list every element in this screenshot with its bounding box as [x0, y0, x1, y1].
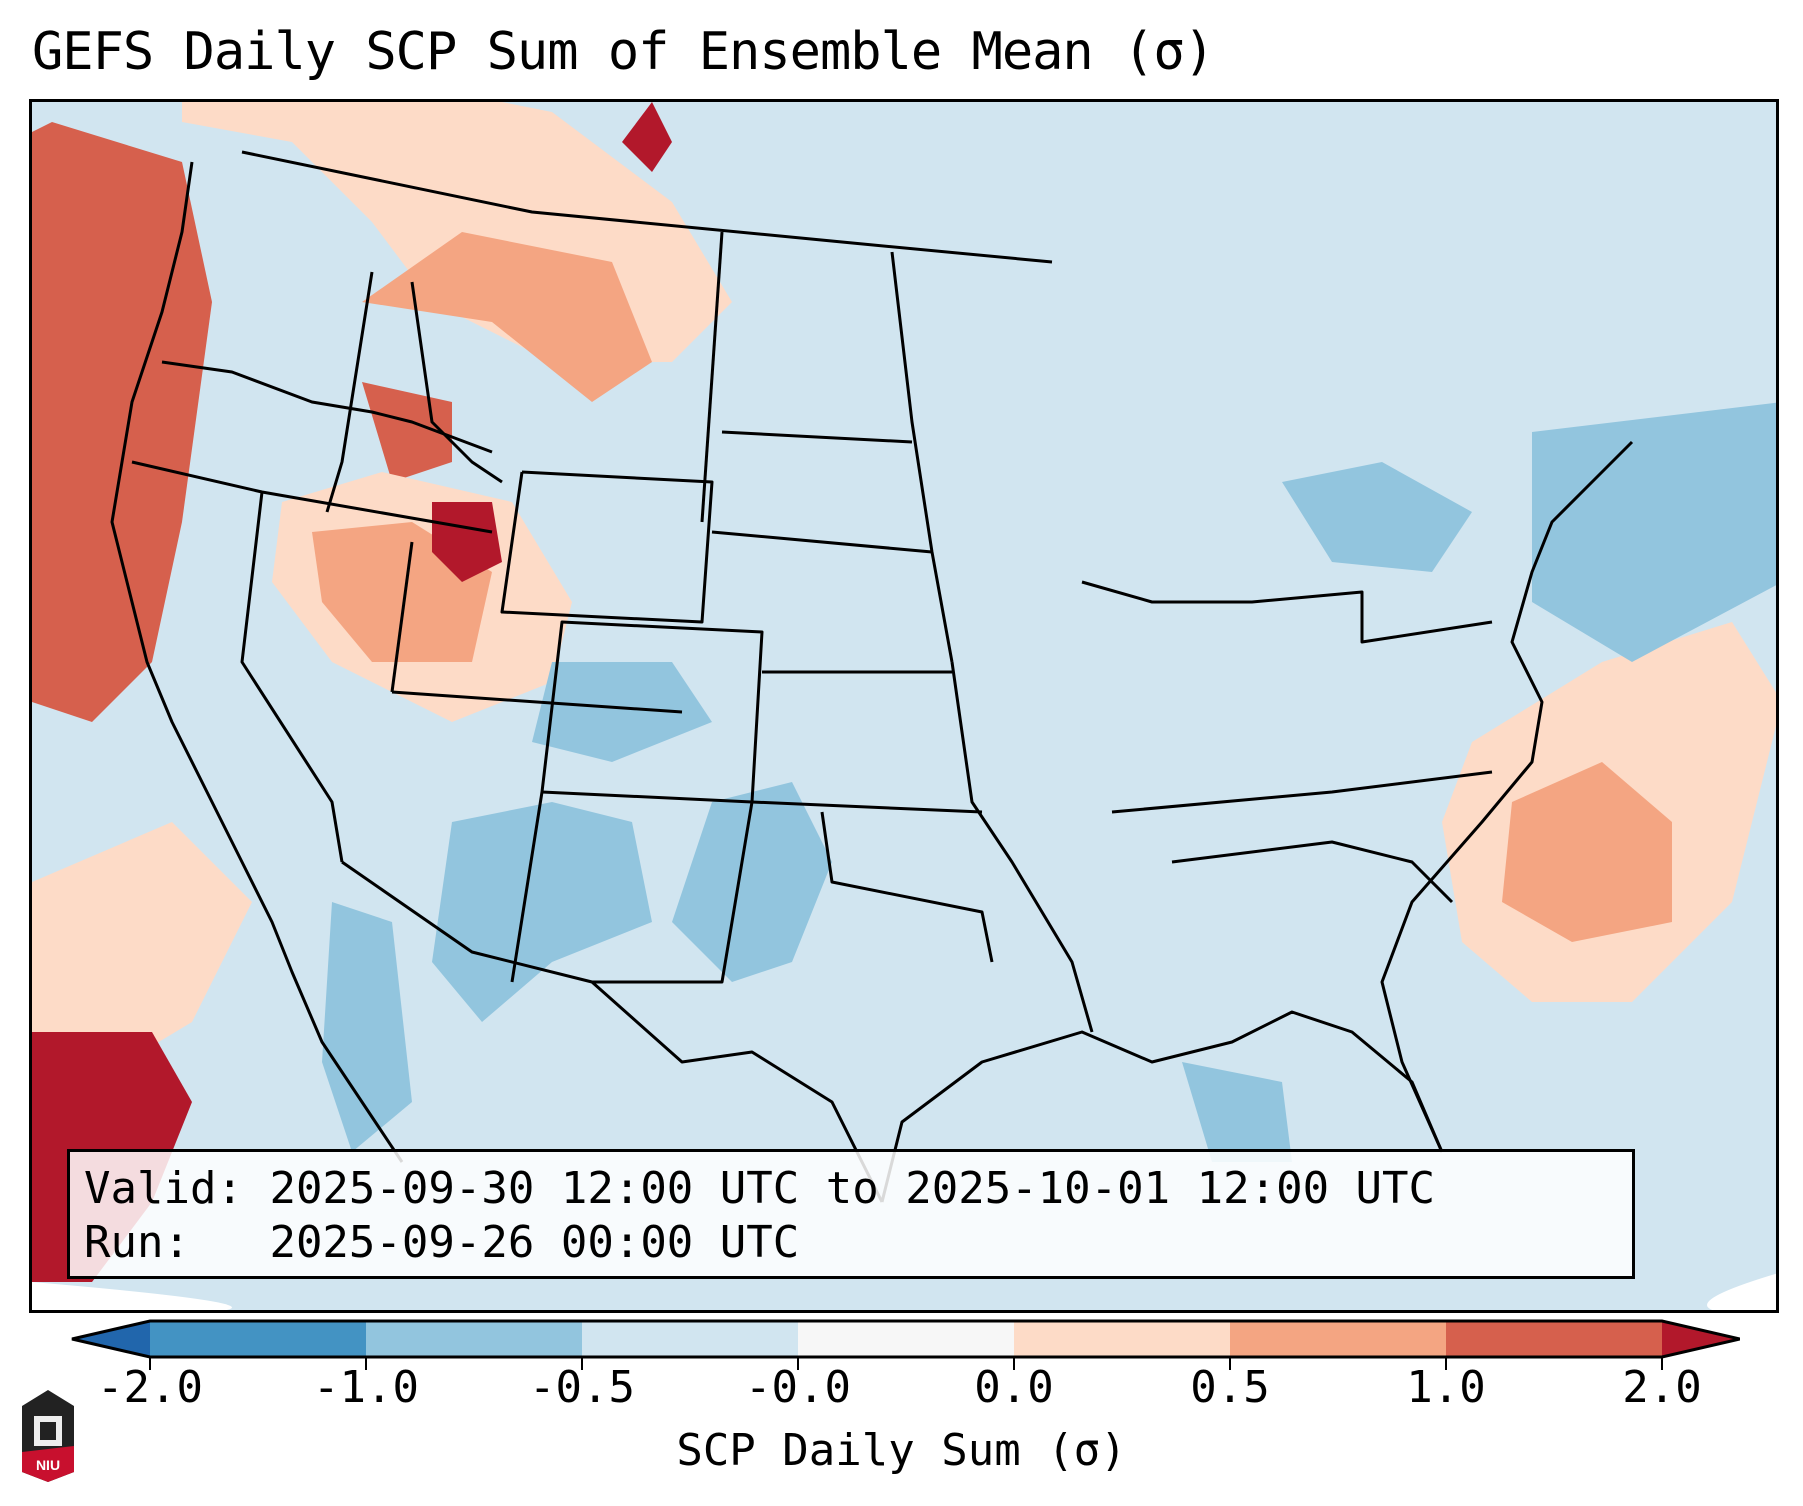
- valid-label: Valid:: [84, 1163, 243, 1214]
- colorbar-bin: [72, 1321, 150, 1357]
- colorbar-bin: [366, 1321, 582, 1357]
- east-coast: [1380, 440, 1634, 1153]
- colorbar-bin: [150, 1321, 366, 1357]
- nv-ca-border: [240, 491, 344, 863]
- map-panel: [29, 99, 1779, 1313]
- run-value: 2025-09-26 00:00 UTC: [269, 1217, 800, 1268]
- tn-line: [1111, 770, 1493, 814]
- southeast: [1171, 840, 1454, 904]
- nv-ut-border: [390, 541, 414, 693]
- az-nm: [510, 791, 544, 983]
- ok-tx: [820, 811, 994, 963]
- map-corner-bottom-left: [32, 1282, 232, 1310]
- shaded-region: [362, 232, 652, 402]
- colorbar-tick-label: 0.0: [974, 1362, 1054, 1413]
- mt-east: [700, 231, 724, 523]
- shaded-region: [432, 802, 652, 1022]
- colorbar-bin: [1446, 1321, 1662, 1357]
- wa-or-border: [161, 360, 493, 454]
- coastline-west: [110, 161, 404, 1163]
- canada-border: [241, 150, 1053, 264]
- colorbar-tick: [1013, 1356, 1015, 1370]
- shaded-region: [1532, 402, 1776, 662]
- colorbar-tick-label: -0.5: [529, 1362, 635, 1413]
- mexico-border: [341, 860, 884, 1203]
- nd-sd: [721, 430, 913, 444]
- colorbar-tick: [797, 1356, 799, 1370]
- shaded-region: [432, 502, 502, 582]
- shaded-region: [32, 822, 252, 1082]
- colorbar-tick-label: -2.0: [97, 1362, 203, 1413]
- ut-az-border: [391, 690, 683, 714]
- colorbar-bin: [798, 1321, 1014, 1357]
- valid-value: 2025-09-30 12:00 UTC to 2025-10-01 12:00…: [269, 1163, 1436, 1214]
- colorbar-tick: [1445, 1356, 1447, 1370]
- run-label: Run:: [84, 1217, 190, 1268]
- colorbar-tick-label: 2.0: [1622, 1362, 1702, 1413]
- colorbar-label: SCP Daily Sum (σ): [676, 1425, 1127, 1476]
- colorbar-bin: [1014, 1321, 1230, 1357]
- colorbar-tick-label: 0.5: [1190, 1362, 1270, 1413]
- colorbar-tick: [581, 1356, 583, 1370]
- shaded-region: [1182, 1062, 1292, 1162]
- shaded-region: [32, 122, 212, 722]
- shaded-region: [672, 782, 832, 982]
- logo-text: NIU: [36, 1457, 60, 1473]
- background-field: [32, 102, 1776, 1310]
- shaded-region: [322, 902, 412, 1152]
- dakotas: [890, 251, 954, 663]
- map-corner-bottom-right: [1707, 1273, 1776, 1310]
- sd-ne: [711, 530, 933, 554]
- map-canvas: [32, 102, 1776, 1310]
- niu-logo-icon: NIU: [22, 1390, 74, 1482]
- colorbar-bin: [1662, 1321, 1740, 1357]
- shaded-region: [532, 662, 712, 762]
- state-borders: [110, 150, 1634, 1203]
- colorbar-tick-label: -1.0: [313, 1362, 419, 1413]
- colorbar-tick: [149, 1356, 151, 1370]
- mt-border: [410, 281, 503, 484]
- colorbar-tick: [1661, 1356, 1663, 1370]
- shaded-regions: [32, 102, 1776, 1282]
- wy-box: [500, 470, 714, 624]
- nm-tx: [592, 801, 754, 984]
- colorbar-tick-label: -0.0: [745, 1362, 851, 1413]
- colorbar-bin: [1230, 1321, 1446, 1357]
- midwest-lines: [1081, 580, 1493, 644]
- shaded-region: [622, 102, 672, 172]
- shaded-region: [1282, 462, 1472, 572]
- info-box: Valid: 2025-09-30 12:00 UTC to 2025-10-0…: [67, 1149, 1635, 1279]
- id-border: [325, 271, 374, 513]
- mississippi: [950, 661, 1094, 1033]
- colorbar-tick-label: 1.0: [1406, 1362, 1486, 1413]
- chart-title: GEFS Daily SCP Sum of Ensemble Mean (σ): [32, 22, 1215, 82]
- colorbar-tick: [365, 1356, 367, 1370]
- colorbar-bin: [582, 1321, 798, 1357]
- gulf-coast: [880, 1010, 1444, 1203]
- colorbar-tick: [1229, 1356, 1231, 1370]
- colorbar: [71, 1319, 1740, 1359]
- shaded-region: [1502, 762, 1672, 942]
- ks-ok: [751, 800, 983, 814]
